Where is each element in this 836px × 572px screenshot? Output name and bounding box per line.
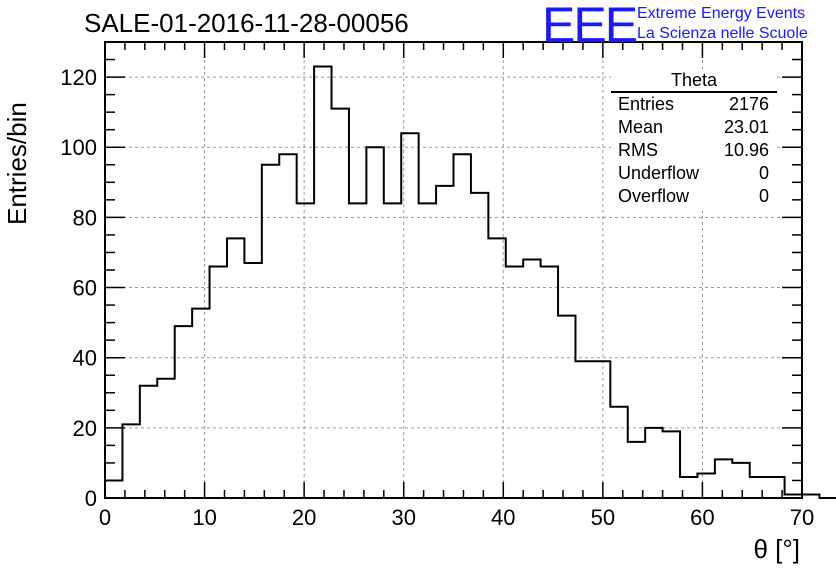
stats-label: Underflow: [618, 163, 700, 183]
stats-label: RMS: [618, 140, 658, 160]
stats-value: 10.96: [723, 140, 769, 160]
y-tick-label: 80: [73, 205, 97, 230]
chart-title: SALE-01-2016-11-28-00056: [84, 8, 409, 38]
x-tick-label: 10: [192, 505, 216, 530]
stats-title: Theta: [611, 70, 777, 93]
x-tick-label: 0: [99, 505, 111, 530]
logo-line-2: La Scienza nelle Scuole: [637, 25, 808, 42]
y-axis-label: Entries/bin: [2, 102, 32, 225]
logo-line-1: Extreme Energy Events: [637, 5, 806, 22]
y-tick-label: 100: [60, 135, 97, 160]
x-tick-label: 60: [690, 505, 714, 530]
logo-caption: Extreme Energy Events La Scienza nelle S…: [637, 4, 808, 44]
y-tick-label: 0: [85, 486, 97, 511]
stats-row-overflow: Overflow 0: [611, 185, 777, 208]
histogram-series: [104, 65, 836, 499]
plot-frame: [104, 41, 803, 499]
y-tick-label: 40: [73, 346, 97, 371]
stats-value: 0: [758, 186, 769, 206]
stats-label: Entries: [618, 94, 675, 114]
x-axis-label: θ [°]: [753, 534, 800, 564]
stats-row-mean: Mean 23.01: [611, 116, 777, 139]
y-tick-label: 60: [73, 276, 97, 301]
stats-row-underflow: Underflow 0: [611, 162, 777, 185]
y-tick-label: 120: [60, 65, 97, 90]
grid-lines: [105, 42, 802, 498]
stats-label: Overflow: [618, 186, 690, 206]
stats-label: Mean: [618, 117, 664, 137]
x-tick-label: 40: [491, 505, 515, 530]
y-tick-label: 20: [73, 416, 97, 441]
x-tick-label: 20: [292, 505, 316, 530]
stats-value: 2176: [728, 94, 769, 114]
eee-logo: EEE: [542, 0, 638, 53]
x-tick-label: 70: [790, 505, 814, 530]
x-tick-label: 30: [391, 505, 415, 530]
stats-box: Theta Entries 2176 Mean 23.01 RMS 10.96 Und…: [611, 70, 777, 210]
tick-labels: 0 10 20 30 40 50 60 70 0 20 40 60 80 100 120: [60, 65, 814, 530]
stats-value: 0: [758, 163, 769, 183]
stats-row-entries: Entries 2176: [611, 93, 777, 116]
x-tick-label: 50: [591, 505, 615, 530]
stats-value: 23.01: [723, 117, 769, 137]
stats-row-rms: RMS 10.96: [611, 139, 777, 162]
